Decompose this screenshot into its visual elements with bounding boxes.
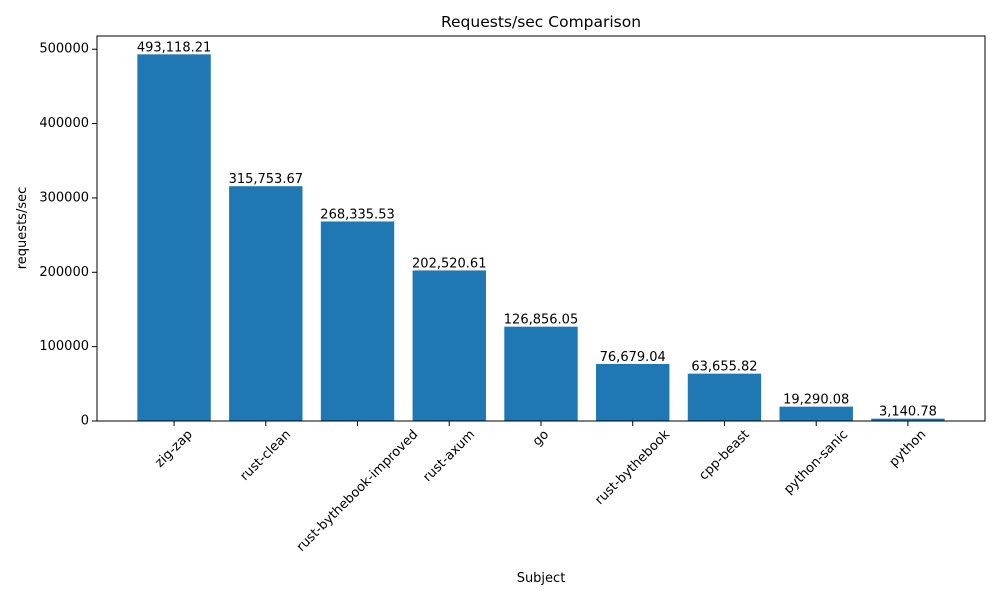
x-tick-label: rust-axum bbox=[420, 427, 478, 485]
x-tick-label: python-sanic bbox=[781, 427, 851, 497]
bar-go bbox=[504, 326, 578, 421]
data-label: 202,520.61 bbox=[412, 256, 486, 271]
data-label: 63,655.82 bbox=[691, 360, 757, 375]
y-tick-label: 400000 bbox=[39, 116, 89, 131]
x-tick-label: cpp-beast bbox=[696, 427, 752, 483]
x-tick-label: rust-clean bbox=[237, 427, 294, 484]
y-axis-label: requests/sec bbox=[15, 187, 30, 270]
y-tick-label: 500000 bbox=[39, 42, 89, 57]
y-tick-label: 100000 bbox=[39, 339, 89, 354]
y-tick-label: 200000 bbox=[39, 265, 89, 280]
x-tick-label: rust-bythebook bbox=[592, 427, 673, 508]
bar-zig-zap bbox=[137, 54, 211, 421]
data-label: 76,679.04 bbox=[600, 350, 666, 365]
data-label: 493,118.21 bbox=[137, 40, 211, 55]
x-tick-label: zig-zap bbox=[152, 427, 195, 470]
bar-rust-bythebook-improved bbox=[320, 221, 395, 421]
bar-rust-bythebook bbox=[596, 363, 670, 421]
x-axis-label: Subject bbox=[517, 571, 566, 586]
x-tick-label: go bbox=[530, 427, 552, 449]
x-tick-label: rust-bythebook-improved bbox=[294, 427, 421, 554]
bar-cpp-beast bbox=[687, 373, 762, 421]
y-tick-label: 300000 bbox=[39, 190, 89, 205]
y-tick-label: 0 bbox=[81, 414, 89, 429]
data-label: 126,856.05 bbox=[504, 313, 578, 328]
data-label: 19,290.08 bbox=[783, 393, 849, 408]
chart-title: Requests/sec Comparison bbox=[441, 13, 641, 31]
bar-rust-axum bbox=[412, 270, 486, 421]
data-label: 3,140.78 bbox=[879, 405, 937, 420]
data-label: 315,753.67 bbox=[229, 172, 303, 187]
bar-python bbox=[871, 418, 945, 421]
bar-python-sanic bbox=[779, 406, 853, 421]
plot-frame bbox=[96, 35, 986, 422]
x-tick-label: python bbox=[887, 427, 930, 470]
data-label: 268,335.53 bbox=[320, 207, 394, 222]
bar-rust-clean bbox=[229, 186, 303, 421]
